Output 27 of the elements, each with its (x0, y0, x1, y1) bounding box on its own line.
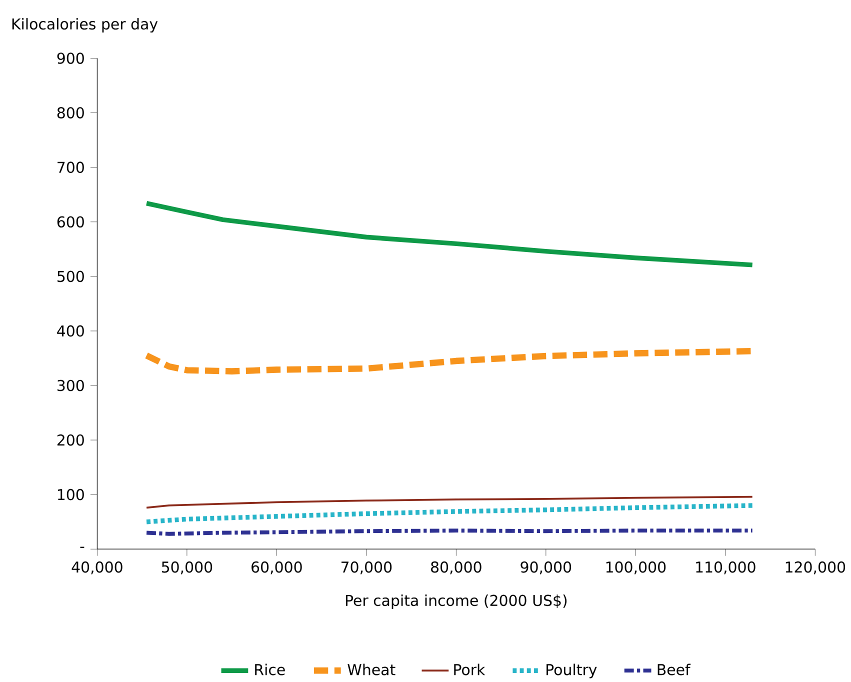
x-axis-title: Per capita income (2000 US$) (346, 594, 567, 609)
x-tick-label: 120,000 (786, 561, 846, 574)
x-tick-label: 90,000 (520, 561, 572, 574)
legend-label: Rice (255, 664, 285, 676)
x-tick-label: 60,000 (252, 561, 302, 574)
x-tick-label: 100,000 (606, 561, 666, 574)
x-tick-label: 40,000 (72, 561, 122, 574)
y-tick-label: - (80, 546, 84, 548)
y-tick-label: 300 (58, 380, 84, 392)
y-tick-label: 500 (58, 270, 84, 282)
legend-label: Pork (454, 664, 486, 676)
y-tick-label: 100 (58, 488, 84, 500)
y-tick-label: 400 (57, 325, 84, 337)
y-tick-label: 700 (58, 162, 84, 173)
legend-label: Wheat (348, 664, 396, 676)
x-tick-label: 110,000 (696, 561, 756, 574)
y-tick-label: 200 (57, 434, 84, 446)
y-tick-label: 900 (57, 52, 84, 64)
x-tick-label: 50,000 (162, 561, 212, 574)
x-tick-label: 80,000 (431, 561, 482, 574)
legend-label: Beef (658, 664, 691, 676)
legend-label: Poultry (546, 664, 597, 678)
y-axis-title: Kilocalories per day (12, 18, 158, 32)
y-tick-label: 800 (57, 107, 84, 118)
line-series (146, 496, 754, 509)
x-tick-label: 70,000 (342, 561, 392, 574)
y-tick-label: 600 (57, 216, 84, 228)
